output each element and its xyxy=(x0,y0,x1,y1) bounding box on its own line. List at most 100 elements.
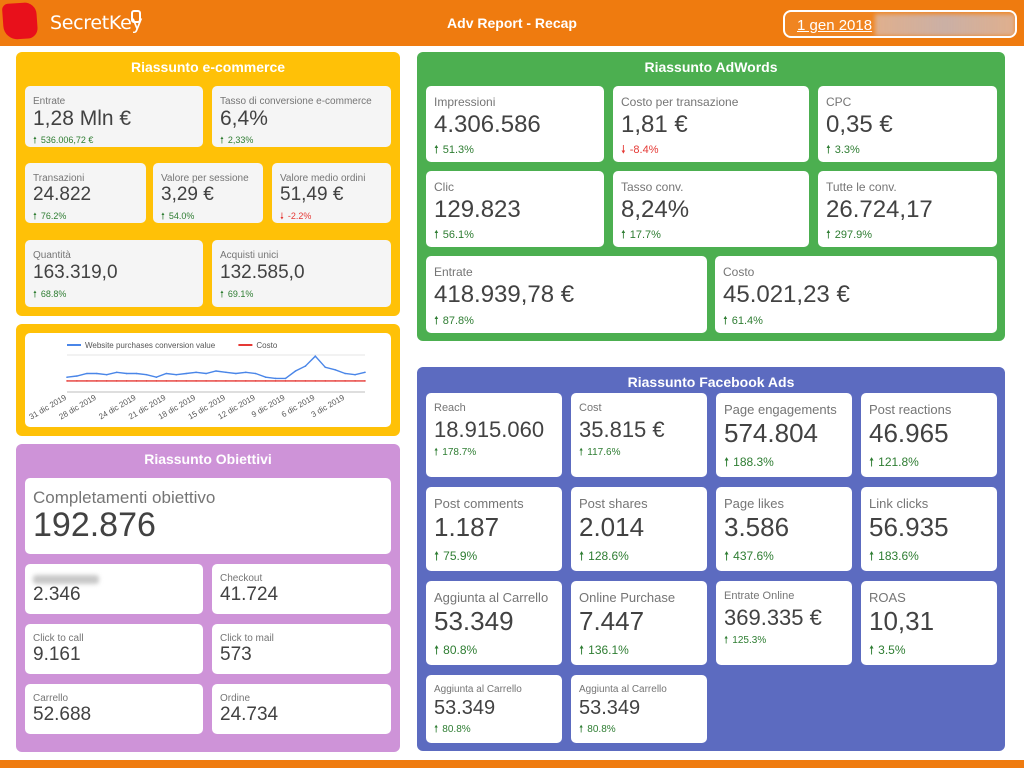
metric-card-completamenti-obiettivo: Completamenti obiettivo 192.876 xyxy=(25,478,391,554)
metric-value: 7.447 xyxy=(579,606,645,636)
metric-value: 8,24% xyxy=(621,196,690,223)
chart-x-tick-label-9: 3 dic 2019 xyxy=(310,393,347,420)
metric-card-costo-per-transazione: Costo per transazione 1,81 € 🠗 -8.4% xyxy=(613,86,809,162)
metric-value: 51,49 € xyxy=(280,184,344,205)
key-icon xyxy=(131,10,141,23)
chart-point-s1-20 xyxy=(264,380,267,382)
metric-card-clic: Clic 129.823 🠕 56.1% xyxy=(426,171,604,247)
metric-label: Acquisti unici xyxy=(220,250,279,261)
metric-card-page-likes: Page likes 3.586 🠕 437.6% xyxy=(716,487,852,571)
metric-delta: 🠕 183.6% xyxy=(869,547,919,568)
metric-value: 3,29 € xyxy=(161,184,214,205)
metric-label: Costo per transazione xyxy=(621,95,739,109)
metric-card-ordine: Ordine 24.734 xyxy=(212,684,391,734)
arrow-up-icon: 🠕 xyxy=(33,289,37,299)
chart-point-s0-7 xyxy=(135,372,138,375)
date-range-redacted xyxy=(875,14,1015,36)
metric-delta: 🠕 297.9% xyxy=(826,226,872,245)
metric-value: 18.915.060 xyxy=(434,417,545,442)
arrow-up-icon: 🠕 xyxy=(434,315,439,327)
chart-point-s0-6 xyxy=(125,372,128,375)
metric-value: 2.014 xyxy=(579,512,645,542)
metric-label: Quantità xyxy=(33,250,71,261)
metric-value: 35.815 € xyxy=(579,417,665,442)
metric-card-online-purchase: Online Purchase 7.447 🠕 136.1% xyxy=(571,581,707,665)
chart-point-s1-15 xyxy=(215,380,217,382)
facebook-summary-panel: Riassunto Facebook Ads Reach 18.915.060 … xyxy=(417,367,1005,751)
metric-label: Transazioni xyxy=(33,173,85,184)
metric-value: 41.724 xyxy=(220,584,279,605)
metric-card-entrate-online: Entrate Online 369.335 € 🠕 125.3% xyxy=(716,581,852,665)
metric-card-aggiunta-carrello-2: Aggiunta al Carrello 53.349 🠕 80.8% xyxy=(426,675,562,743)
chart-point-s0-9 xyxy=(155,376,158,378)
adwords-summary-title: Riassunto AdWords xyxy=(644,59,778,75)
arrow-up-icon: 🠕 xyxy=(579,643,585,657)
metric-card-roas: ROAS 10,31 🠕 3.5% xyxy=(861,581,997,665)
chart-point-s0-4 xyxy=(105,373,108,376)
chart-point-s1-1 xyxy=(76,380,78,382)
chart-point-s0-13 xyxy=(195,371,197,374)
metric-label: Click to mail xyxy=(220,633,274,644)
chart-card: Website purchases conversion value Costo 3… xyxy=(25,333,391,427)
arrow-down-icon: 🠗 xyxy=(280,211,284,221)
arrow-up-icon: 🠕 xyxy=(869,549,875,563)
chart-point-s0-21 xyxy=(274,377,277,380)
metric-card-cpc: CPC 0,35 € 🠕 3.3% xyxy=(818,86,997,162)
metric-label: Clic xyxy=(434,180,454,194)
chart-point-s1-29 xyxy=(354,380,356,382)
metric-delta: 🠕 68.8% xyxy=(33,287,66,303)
chart-point-s1-6 xyxy=(125,380,128,382)
metric-value: 53.349 xyxy=(434,697,496,719)
metric-value: 4.306.586 xyxy=(434,111,541,138)
chart-point-s1-27 xyxy=(334,380,337,382)
metric-delta: 🠕 61.4% xyxy=(723,312,763,331)
metric-value: 9.161 xyxy=(33,644,81,665)
chart-point-s0-24 xyxy=(304,365,307,367)
arrow-up-icon: 🠕 xyxy=(723,315,728,327)
arrow-up-icon: 🠕 xyxy=(579,549,585,563)
report-title: Adv Report - Recap xyxy=(447,15,577,31)
metric-label: Link clicks xyxy=(869,496,929,511)
metric-label-redacted xyxy=(33,575,99,584)
arrow-up-icon: 🠕 xyxy=(434,643,440,657)
chart-point-s1-24 xyxy=(304,380,307,382)
chart-legend-label-0: Website purchases conversion value xyxy=(85,341,216,350)
metric-label: Online Purchase xyxy=(579,590,676,605)
metric-value: 369.335 € xyxy=(724,605,822,630)
metric-value: 56.935 xyxy=(869,512,949,542)
arrow-up-icon: 🠕 xyxy=(826,229,831,241)
chart-point-s0-18 xyxy=(245,371,247,374)
date-range-selector[interactable]: 1 gen 2018 xyxy=(783,10,1017,38)
metric-delta: 🠕 536.006,72 € xyxy=(33,133,93,147)
metric-label: Click to call xyxy=(33,633,84,644)
chart-point-s1-19 xyxy=(254,380,257,382)
chart-series-line-0 xyxy=(66,355,366,380)
metric-delta: 🠕 76.2% xyxy=(33,209,66,223)
arrow-up-icon: 🠕 xyxy=(869,643,875,657)
metric-card-quantita: Quantità 163.319,0 🠕 68.8% xyxy=(25,240,203,307)
chart-point-s0-17 xyxy=(235,372,237,375)
chart-point-s1-28 xyxy=(344,380,346,382)
metric-delta: 🠕 56.1% xyxy=(434,226,474,245)
arrow-up-icon: 🠕 xyxy=(621,229,626,241)
metric-card-page-engagements: Page engagements 574.804 🠕 188.3% xyxy=(716,393,852,477)
metric-delta: 🠕 80.8% xyxy=(579,722,616,739)
metric-delta: 🠕 437.6% xyxy=(724,547,774,568)
metric-delta: 🠕 3.5% xyxy=(869,641,906,662)
chart-point-s1-26 xyxy=(324,380,327,382)
chart-point-s0-30 xyxy=(364,371,366,374)
metric-delta: 🠕 80.8% xyxy=(434,641,477,662)
chart-point-s1-5 xyxy=(115,380,118,382)
metric-delta: 🠕 51.3% xyxy=(434,141,474,160)
metric-label: Post comments xyxy=(434,496,524,511)
metric-card-transazioni: Transazioni 24.822 🠕 76.2% xyxy=(25,163,146,223)
chart-point-s0-11 xyxy=(175,373,178,376)
metric-value: 6,4% xyxy=(220,107,268,130)
metric-card-link-clicks: Link clicks 56.935 🠕 183.6% xyxy=(861,487,997,571)
obiettivi-summary-title: Riassunto Obiettivi xyxy=(144,451,272,467)
metric-value: 573 xyxy=(220,644,252,665)
metric-delta: 🠕 69.1% xyxy=(220,287,253,303)
ecommerce-summary-panel: Riassunto e-commerce Entrate 1,28 Mln € … xyxy=(16,52,400,316)
metric-value: 574.804 xyxy=(724,418,818,448)
chart-point-s1-2 xyxy=(86,380,88,382)
